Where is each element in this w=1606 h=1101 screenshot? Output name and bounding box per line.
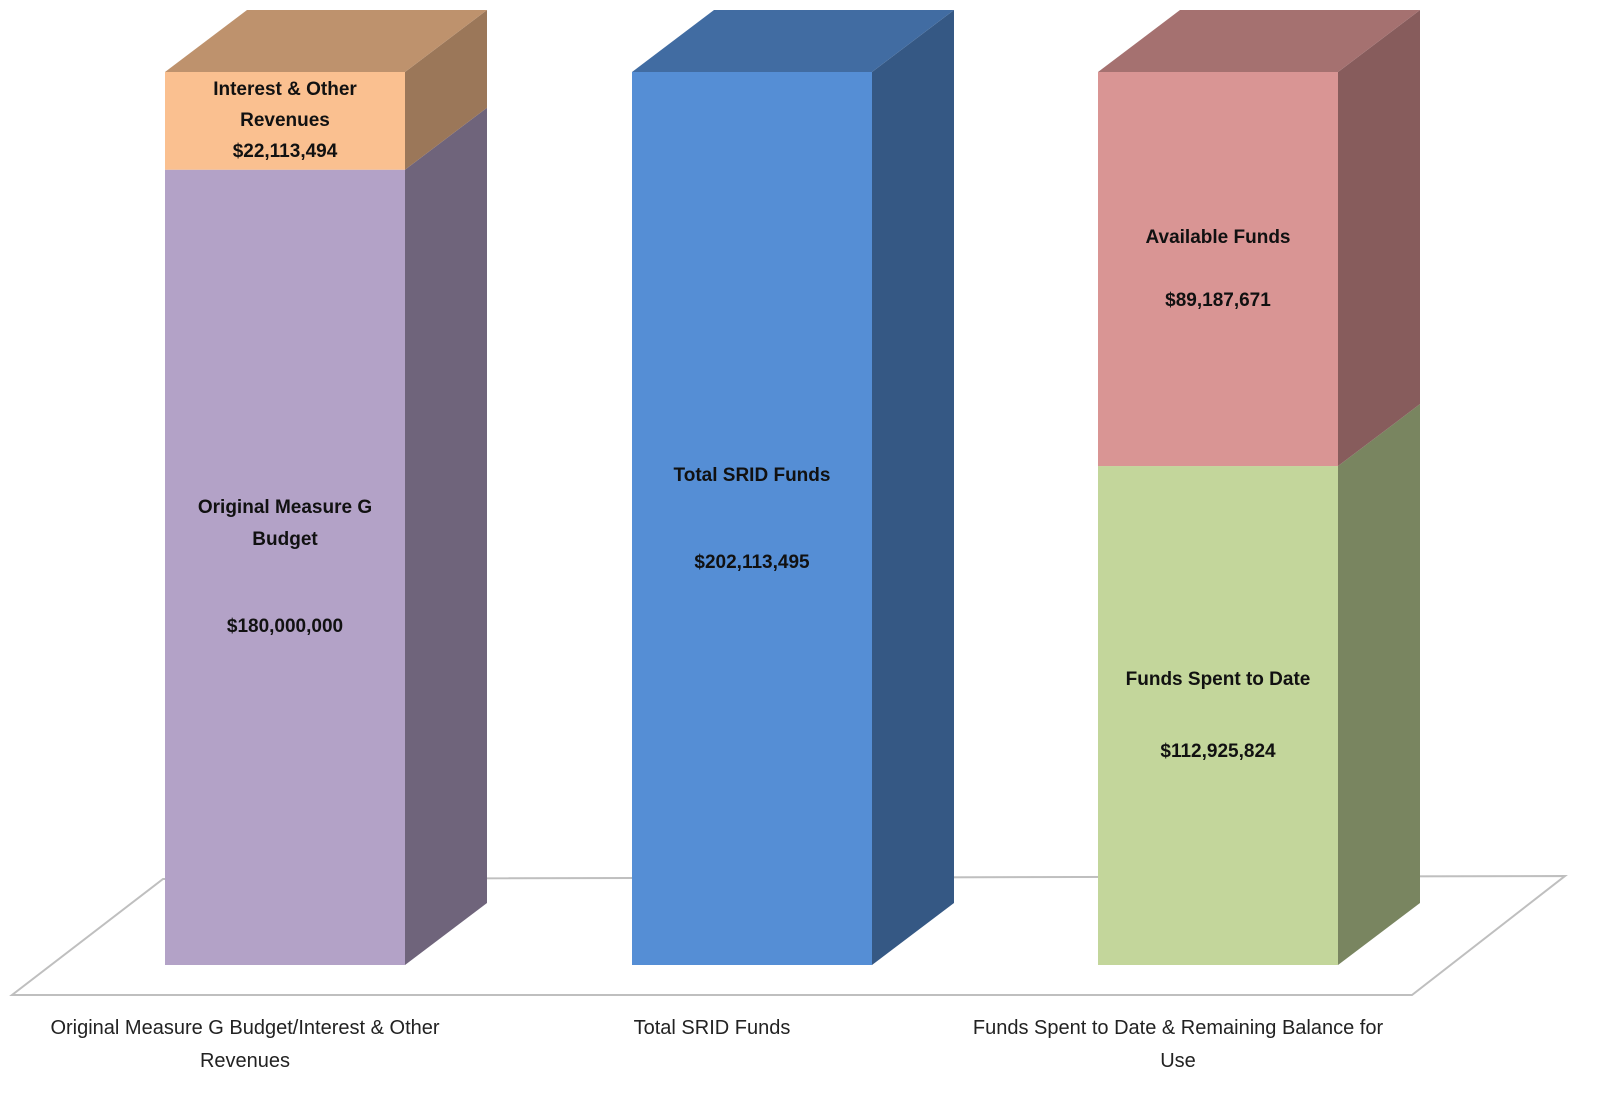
bar-side: [405, 10, 487, 170]
segment-label: Original Measure G Budget $180,000,000: [165, 170, 405, 965]
bar-top: [1098, 10, 1420, 72]
segment-label: Available Funds $89,187,671: [1098, 72, 1338, 466]
value-label: $22,113,494: [232, 141, 338, 163]
value-label: $180,000,000: [226, 616, 344, 638]
value-label: $202,113,495: [694, 551, 810, 573]
value-label: $112,925,824: [1160, 740, 1276, 762]
series-name: Original Measure G Budget: [197, 497, 373, 551]
bar: [632, 72, 872, 965]
segment-label: Funds Spent to Date $112,925,824: [1098, 466, 1338, 965]
series-name: Available Funds: [1145, 226, 1291, 248]
bar-top: [165, 10, 487, 73]
series-name: Funds Spent to Date: [1125, 669, 1311, 691]
bar-side: [405, 107, 487, 965]
bar-side: [1338, 10, 1420, 467]
bar-top: [632, 10, 954, 72]
segment-label: Total SRID Funds $202,113,495: [632, 72, 872, 965]
bar: [1098, 72, 1338, 467]
series-name: Total SRID Funds: [673, 464, 831, 486]
bar: [1098, 466, 1338, 965]
x-tick-label: Total SRID Funds: [633, 1017, 791, 1039]
x-tick-label: Funds Spent to Date & Remaining Balance …: [972, 1017, 1384, 1072]
bar-side: [1338, 404, 1420, 966]
bar-side: [872, 10, 954, 965]
x-tick-label: Original Measure G Budget/Interest & Oth…: [50, 1017, 440, 1072]
bar: [165, 169, 405, 965]
value-label: $89,187,671: [1165, 290, 1271, 312]
segment-label: Interest & Other Revenues $22,113,494: [165, 72, 405, 170]
bar: [165, 72, 405, 170]
series-name: Interest & Other Revenues: [213, 79, 357, 132]
